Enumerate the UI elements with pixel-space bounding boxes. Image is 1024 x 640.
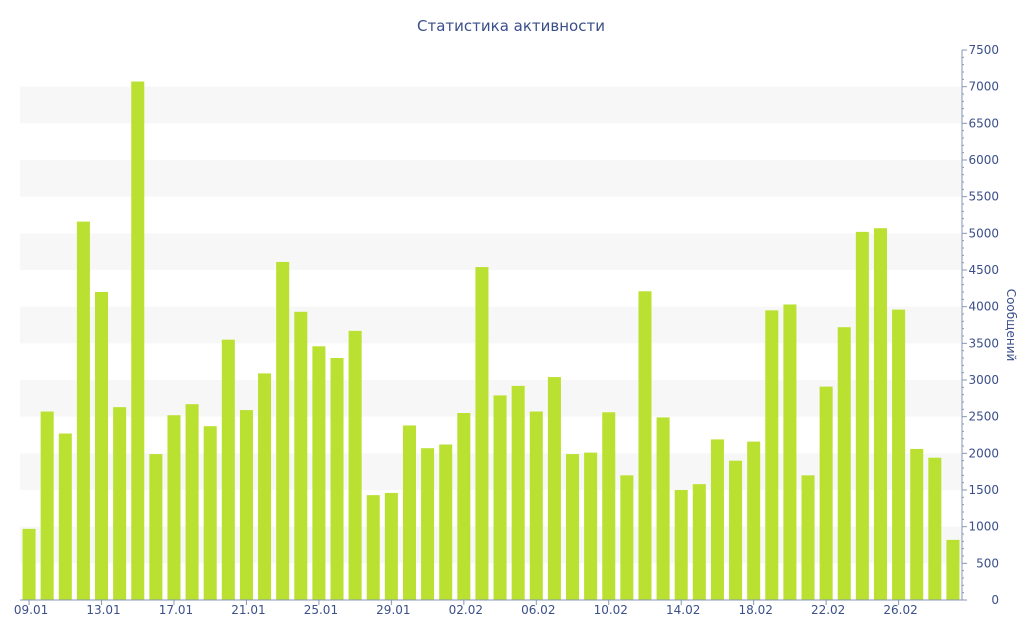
- y-tick-label: 3500: [968, 336, 999, 350]
- x-tick-label: 10.02: [594, 603, 628, 617]
- bar-28.01: [366, 495, 380, 600]
- bar-10.01: [40, 411, 54, 600]
- y-tick-label: 2000: [968, 446, 999, 460]
- bar-16.02: [710, 439, 724, 600]
- grid-band: [20, 233, 962, 270]
- bar-20.02: [783, 304, 797, 600]
- bar-01.02: [439, 444, 453, 600]
- grid-band: [20, 86, 962, 124]
- x-tick-label: 06.02: [521, 603, 555, 617]
- bar-31.01: [421, 448, 435, 600]
- y-tick-label: 3000: [968, 373, 999, 387]
- grid-band: [20, 380, 962, 417]
- x-tick-label: 02.02: [449, 603, 483, 617]
- x-tick-label: 17.01: [159, 603, 193, 617]
- bar-18.02: [747, 441, 761, 600]
- bar-19.02: [765, 310, 779, 600]
- bar-30.01: [402, 425, 417, 600]
- bar-04.02: [493, 395, 507, 600]
- bar-21.02: [801, 475, 815, 600]
- x-axis: 09.01 13.01 17.01 21.01 25.01 29.01 02.02 06.02…: [14, 599, 962, 617]
- bar-14.02: [674, 490, 688, 600]
- y-tick-label: 1000: [968, 520, 999, 534]
- bar-05.02: [511, 385, 525, 600]
- y-tick-label: 7000: [968, 80, 999, 94]
- bar-17.02: [729, 460, 743, 600]
- bar-13.01: [94, 292, 109, 600]
- y-tick-label: 2500: [968, 410, 999, 424]
- bar-19.01: [203, 426, 217, 600]
- bar-14.01: [113, 407, 127, 600]
- x-tick-label: 29.01: [376, 603, 410, 617]
- bar-20.01: [221, 339, 235, 600]
- grid-band: [20, 160, 962, 197]
- x-tick-label: 21.01: [231, 603, 265, 617]
- bar-13.02: [656, 417, 670, 600]
- chart-title: Статистика активности: [417, 17, 605, 35]
- bar-27.01: [348, 330, 362, 600]
- bar-24.02: [855, 231, 869, 600]
- x-tick-label: 25.01: [304, 603, 338, 617]
- x-tick-label: 09.01: [14, 603, 48, 617]
- y-axis: 0 500 1000 1500 2000 2500 3000 3500 4000 4500 5000…: [961, 43, 999, 607]
- bar-11.02: [620, 475, 634, 600]
- bars: [22, 81, 960, 601]
- bar-28.02: [928, 457, 942, 600]
- y-tick-label: 5000: [968, 226, 999, 240]
- bar-12.02: [638, 291, 652, 600]
- bar-15.02: [692, 484, 706, 600]
- bar-17.01: [167, 415, 181, 600]
- bar-02.02: [457, 413, 471, 600]
- bar-15.01: [131, 81, 145, 601]
- grid-bands: [20, 86, 962, 564]
- y-tick-label: 5500: [968, 190, 999, 204]
- y-tick-label: 4000: [968, 300, 999, 314]
- bar-06.02: [529, 411, 543, 600]
- y-tick-label: 6500: [968, 116, 999, 130]
- x-tick-label: 13.01: [86, 603, 120, 617]
- bar-16.01: [149, 454, 163, 600]
- bar-21.01: [239, 410, 253, 600]
- bar-11.01: [58, 433, 72, 600]
- bar-18.01: [185, 404, 199, 600]
- bar-27.02: [910, 448, 924, 600]
- bar-09.02: [584, 452, 598, 600]
- x-tick-label: 18.02: [738, 603, 772, 617]
- bar-25.02: [873, 228, 888, 600]
- x-tick-label: 14.02: [666, 603, 700, 617]
- bar-29.01: [384, 492, 398, 600]
- bar-25.01: [312, 346, 326, 600]
- y-tick-label: 1500: [968, 483, 999, 497]
- x-tick-label: 26.02: [883, 603, 917, 617]
- grid-band: [20, 306, 962, 344]
- x-tick-label: 22.02: [811, 603, 845, 617]
- bar-01.03: [946, 539, 960, 600]
- y-axis-label: Сообщений: [1004, 289, 1018, 362]
- bar-10.02: [602, 412, 616, 600]
- bar-23.02: [837, 327, 851, 600]
- bar-24.01: [294, 311, 308, 600]
- bar-07.02: [547, 377, 561, 600]
- bar-26.02: [892, 309, 906, 600]
- y-tick-label: 7500: [968, 43, 999, 57]
- bar-22.02: [819, 386, 833, 600]
- bar-22.01: [258, 373, 272, 600]
- bar-23.01: [276, 261, 290, 600]
- y-tick-label: 4500: [968, 263, 999, 277]
- bar-26.01: [330, 358, 344, 600]
- bar-12.01: [76, 221, 90, 600]
- bar-03.02: [475, 267, 489, 600]
- y-tick-label: 500: [976, 556, 999, 570]
- bar-09.01: [22, 528, 36, 600]
- y-tick-label: 6000: [968, 153, 999, 167]
- y-tick-label: 0: [991, 593, 999, 607]
- bar-08.02: [565, 454, 580, 600]
